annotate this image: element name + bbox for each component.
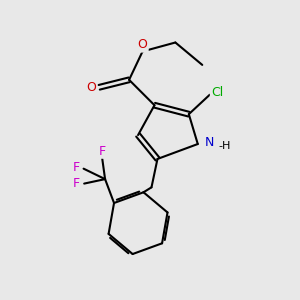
Text: O: O (138, 38, 148, 51)
Text: N: N (204, 136, 214, 149)
Text: F: F (73, 161, 80, 174)
Text: -H: -H (218, 140, 231, 151)
Text: F: F (98, 145, 106, 158)
Text: O: O (86, 81, 96, 94)
Text: F: F (73, 177, 80, 190)
Text: Cl: Cl (211, 86, 223, 99)
